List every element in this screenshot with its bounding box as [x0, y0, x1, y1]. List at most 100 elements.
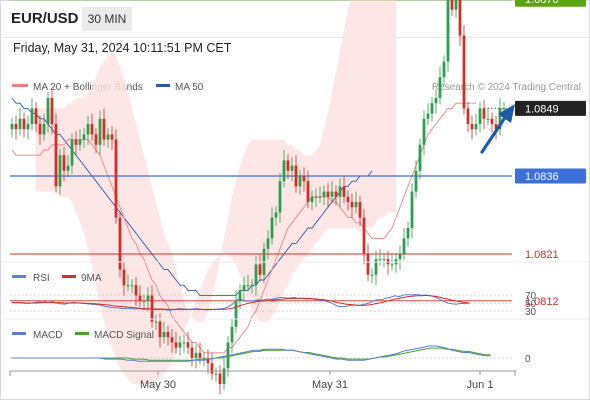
candle-body: [74, 139, 78, 145]
candle-body: [478, 108, 482, 124]
forecast-arrow: [480, 114, 508, 154]
candle-body: [306, 181, 310, 202]
candle-body: [66, 165, 70, 171]
candle-body: [206, 358, 210, 364]
rsi-ma-line: [12, 294, 470, 310]
candle-body: [194, 352, 198, 358]
legend-label-macd-signal: MACD Signal: [94, 330, 154, 341]
symbol-title: EUR/USD: [11, 10, 79, 27]
candle-body: [494, 124, 498, 130]
legend-swatch-bollinger: [12, 84, 28, 87]
candle-body: [266, 238, 270, 249]
level-label-support-red-1: 1.0821: [525, 249, 559, 261]
candle-body: [202, 358, 206, 359]
candle-body: [122, 269, 126, 286]
candle-body: [442, 61, 446, 78]
candle-body: [18, 118, 22, 130]
candle-body: [238, 290, 242, 301]
candle-body: [78, 139, 82, 145]
datetime-label: Friday, May 31, 2024 10:11:51 PM CET: [13, 41, 232, 55]
candle-body: [174, 342, 178, 348]
legend-swatch-macd-signal: [75, 332, 89, 335]
candle-body: [430, 103, 434, 114]
candle-body: [390, 264, 394, 266]
candle-body: [58, 155, 62, 187]
candle-body: [26, 124, 30, 130]
candle-body: [362, 217, 366, 254]
candle-body: [490, 118, 494, 124]
rsi-level-label-70: 70: [525, 291, 537, 302]
candle-body: [322, 191, 326, 197]
legend-swatch-rsi-ma: [62, 275, 76, 278]
bollinger-band-fill: [36, 0, 396, 384]
legend-swatch-rsi: [12, 275, 26, 278]
candle-body: [482, 108, 486, 119]
candle-body: [114, 139, 118, 218]
candle-body: [10, 124, 14, 130]
candle-body: [210, 363, 214, 374]
candle-body: [434, 98, 438, 104]
macd-level-label-0: 0: [525, 354, 531, 365]
level-label-2-bg: [515, 0, 586, 7]
candle-body: [90, 124, 94, 135]
rsi-level-label-50: 50: [525, 299, 537, 310]
candle-body: [466, 108, 470, 124]
candle-body: [398, 254, 402, 260]
candle-body: [182, 342, 186, 344]
candle-body: [62, 155, 66, 171]
candle-body: [326, 191, 330, 197]
x-tick-label: May 30: [140, 379, 176, 391]
candle-body: [94, 134, 98, 145]
candle-body: [138, 295, 142, 301]
candle-body: [418, 144, 422, 171]
candle-body: [462, 35, 466, 109]
timeframe-button[interactable]: 30 MIN: [82, 7, 132, 31]
candle-body: [342, 186, 346, 197]
candle-body: [270, 217, 274, 239]
candle-body: [234, 300, 238, 327]
candle-body: [162, 332, 166, 338]
candle-body: [290, 165, 294, 171]
credit-text: Research © 2024 Trading Central: [432, 82, 581, 93]
ma20-line: [11, 102, 476, 354]
header-divider: [0, 37, 590, 38]
candle-body: [22, 118, 26, 130]
candle-body: [450, 0, 454, 10]
candle-body: [338, 186, 342, 197]
level-label-last: 1.0849: [525, 103, 559, 115]
candle-body: [414, 170, 418, 192]
candle-body: [358, 202, 362, 218]
candle-body: [46, 98, 50, 124]
rsi-line: [11, 293, 470, 311]
candle-body: [334, 191, 338, 197]
candle-body: [82, 134, 86, 140]
forecast-arrowhead: [498, 104, 515, 123]
candle-body: [498, 108, 502, 130]
candle-body: [98, 118, 102, 145]
candle-body: [282, 160, 286, 182]
candle-body: [310, 196, 314, 202]
candle-body: [346, 196, 350, 202]
candle-body: [502, 108, 506, 110]
candle-body: [222, 368, 226, 384]
candle-body: [70, 139, 74, 166]
candle-body: [34, 108, 38, 124]
level-label-support-blue-bg: [515, 168, 586, 184]
candle-body: [42, 124, 46, 135]
candle-body: [258, 264, 262, 275]
candle-body: [422, 118, 426, 145]
candle-body: [318, 196, 322, 198]
candle-body: [38, 124, 42, 135]
candle-body: [50, 98, 54, 124]
candle-body: [230, 326, 234, 343]
candle-body: [86, 124, 90, 135]
x-tick-label: May 31: [312, 379, 348, 391]
candle-body: [302, 176, 306, 182]
candle-body: [298, 176, 302, 187]
candle-body: [118, 217, 122, 270]
candle-body: [410, 191, 414, 228]
candle-body: [102, 118, 106, 140]
candle-body: [54, 124, 58, 187]
candle-body: [278, 181, 282, 213]
